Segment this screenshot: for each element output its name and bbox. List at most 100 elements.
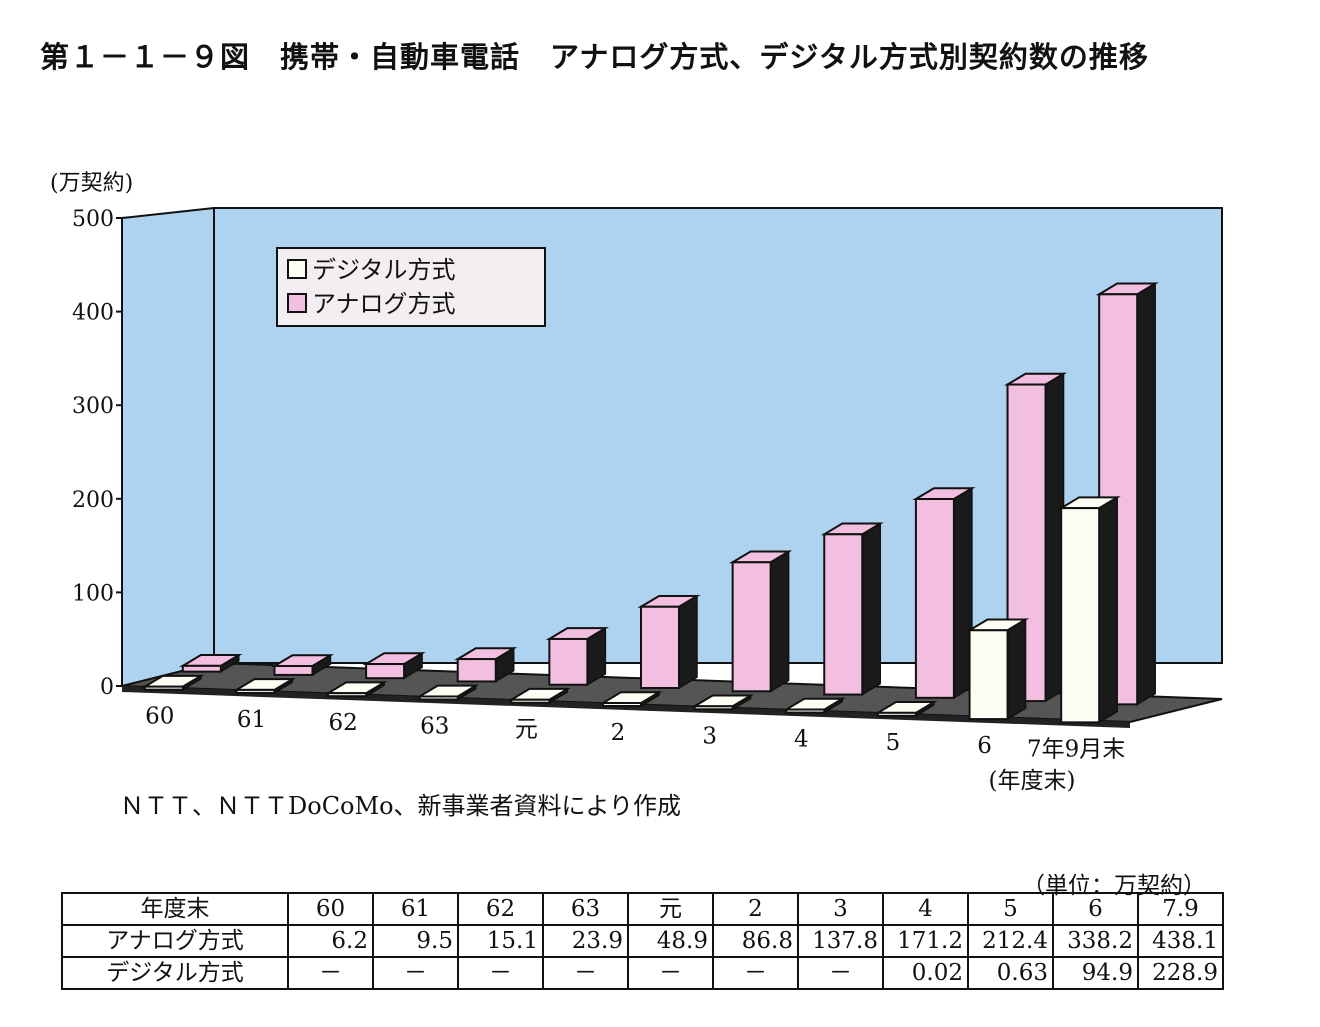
table-row: アナログ方式 6.2 9.5 15.1 23.9 48.9 86.8 137.8 171.2 21… xyxy=(61,924,1224,958)
digital-bar-front xyxy=(143,685,184,691)
digital-bar-front xyxy=(1060,507,1101,724)
table-cell: 94.9 xyxy=(1052,956,1139,990)
table-cell: － xyxy=(712,956,799,990)
analog-bar-side xyxy=(861,522,882,696)
x-axis-label: (年度末) xyxy=(989,768,1076,794)
y-axis-label: (万契約) xyxy=(50,171,133,196)
table-cell: 48.9 xyxy=(627,924,714,958)
analog-bar-front xyxy=(640,605,680,689)
analog-bar xyxy=(545,626,609,687)
x-tick-label: 元 xyxy=(515,717,538,743)
bar-series-group xyxy=(141,282,1159,724)
digital-bar-front xyxy=(968,629,1009,721)
table-cell: － xyxy=(457,956,544,990)
digital-bar xyxy=(416,684,480,701)
digital-bar-front xyxy=(327,692,368,698)
x-axis: 60 61 62 63 元 2 3 4 5 6 7年9月末 (年度末) xyxy=(145,704,1125,794)
data-table: 年度末 60 61 62 63 元 2 3 4 5 6 7.9 アナログ方式 6.2 9.5 15.1 23.9… xyxy=(61,892,1224,990)
table-cell: － xyxy=(372,956,459,990)
table-cell: 0.63 xyxy=(967,956,1054,990)
digital-bar xyxy=(232,677,297,695)
row-header-cell: アナログ方式 xyxy=(61,924,289,958)
analog-bar-front xyxy=(914,498,955,699)
x-tick-label: 60 xyxy=(145,704,174,730)
x-tick-label: 63 xyxy=(420,713,449,739)
table-cell: 6.2 xyxy=(287,924,374,958)
table-cell: － xyxy=(627,956,714,990)
digital-bar xyxy=(507,687,571,705)
digital-bar-front xyxy=(785,708,826,714)
y-axis: 0 100 200 300 400 500 (万契約) xyxy=(50,171,133,700)
table-cell: 3 xyxy=(797,892,884,926)
digital-bar-side xyxy=(1098,495,1118,724)
digital-bar xyxy=(599,690,663,708)
table-cell: 6 xyxy=(1052,892,1139,926)
table-cell: 5 xyxy=(967,892,1054,926)
analog-bar-side xyxy=(678,594,698,690)
y-tick-label: 500 xyxy=(72,207,114,232)
table-cell: 438.1 xyxy=(1137,924,1224,958)
analog-bar-front xyxy=(823,533,864,696)
table-cell: 60 xyxy=(287,892,374,926)
analog-bar xyxy=(637,594,701,690)
legend-label: デジタル方式 xyxy=(312,256,456,284)
y-tick-label: 400 xyxy=(72,301,114,326)
legend-swatch xyxy=(287,293,307,313)
table-row: デジタル方式－－－－－－－ 0.02 0.63 94.9 228.9 xyxy=(61,956,1224,990)
table-cell: 15.1 xyxy=(457,924,544,958)
table-cell: － xyxy=(542,956,629,990)
analog-bar xyxy=(820,522,884,696)
x-tick-label: 61 xyxy=(237,707,266,733)
digital-bar-front xyxy=(418,695,459,701)
table-cell: 23.9 xyxy=(542,924,629,958)
legend-box xyxy=(276,247,546,327)
row-header-cell: 年度末 xyxy=(61,892,289,926)
table-cell: 0.02 xyxy=(882,956,969,990)
digital-bar-front xyxy=(693,705,734,711)
y-tick-label: 100 xyxy=(72,581,114,606)
analog-bar xyxy=(912,486,976,700)
analog-bar-front xyxy=(731,561,772,693)
digital-bar xyxy=(141,674,205,691)
table-cell: 338.2 xyxy=(1052,924,1139,958)
analog-bar xyxy=(1095,282,1159,706)
table-cell: 212.4 xyxy=(967,924,1054,958)
analog-bar xyxy=(270,653,335,677)
digital-bar-side xyxy=(1006,618,1027,721)
table-cell: － xyxy=(797,956,884,990)
y-tick-label: 300 xyxy=(72,394,114,419)
legend-swatch xyxy=(287,259,307,279)
analog-bar xyxy=(729,550,793,693)
digital-bar-front xyxy=(235,688,276,694)
digital-bar xyxy=(1057,495,1121,724)
table-cell: 元 xyxy=(627,892,714,926)
table-row: 年度末 60 61 62 63 元 2 3 4 5 6 7.9 xyxy=(61,892,1224,926)
table-cell: 9.5 xyxy=(372,924,459,958)
table-cell: 7.9 xyxy=(1137,892,1224,926)
table-cell: 137.8 xyxy=(797,924,884,958)
page-title: 第１－１－９図 携帯・自動車電話 アナログ方式、デジタル方式別契約数の推移 xyxy=(40,40,1149,74)
analog-bar xyxy=(362,651,426,680)
digital-bar xyxy=(691,694,755,711)
table-cell: 86.8 xyxy=(712,924,799,958)
table-cell: 63 xyxy=(542,892,629,926)
analog-bar xyxy=(179,653,243,673)
analog-bar-front xyxy=(548,637,589,686)
source-note: ＮＴＴ、ＮＴＴDoCoMo、新事業者資料により作成 xyxy=(120,792,682,820)
analog-bar-side xyxy=(769,550,790,693)
bar-chart: 0 100 200 300 400 500 (万契約) 60 61 62 63 元 2 3 4 5 6 7年9月… xyxy=(50,171,1223,794)
digital-bar-front xyxy=(876,711,917,717)
table-cell: 61 xyxy=(372,892,459,926)
analog-bar-front xyxy=(181,664,222,673)
digital-bar xyxy=(965,618,1030,721)
y-tick-label: 0 xyxy=(100,675,114,700)
analog-bar-side xyxy=(1136,282,1156,706)
analog-bar-front xyxy=(456,658,497,683)
legend-label: アナログ方式 xyxy=(312,290,456,318)
x-tick-label: 6 xyxy=(977,733,992,759)
analog-bar xyxy=(454,646,518,683)
digital-bar xyxy=(324,681,388,698)
digital-bar xyxy=(874,700,938,718)
side-wall xyxy=(121,206,215,688)
